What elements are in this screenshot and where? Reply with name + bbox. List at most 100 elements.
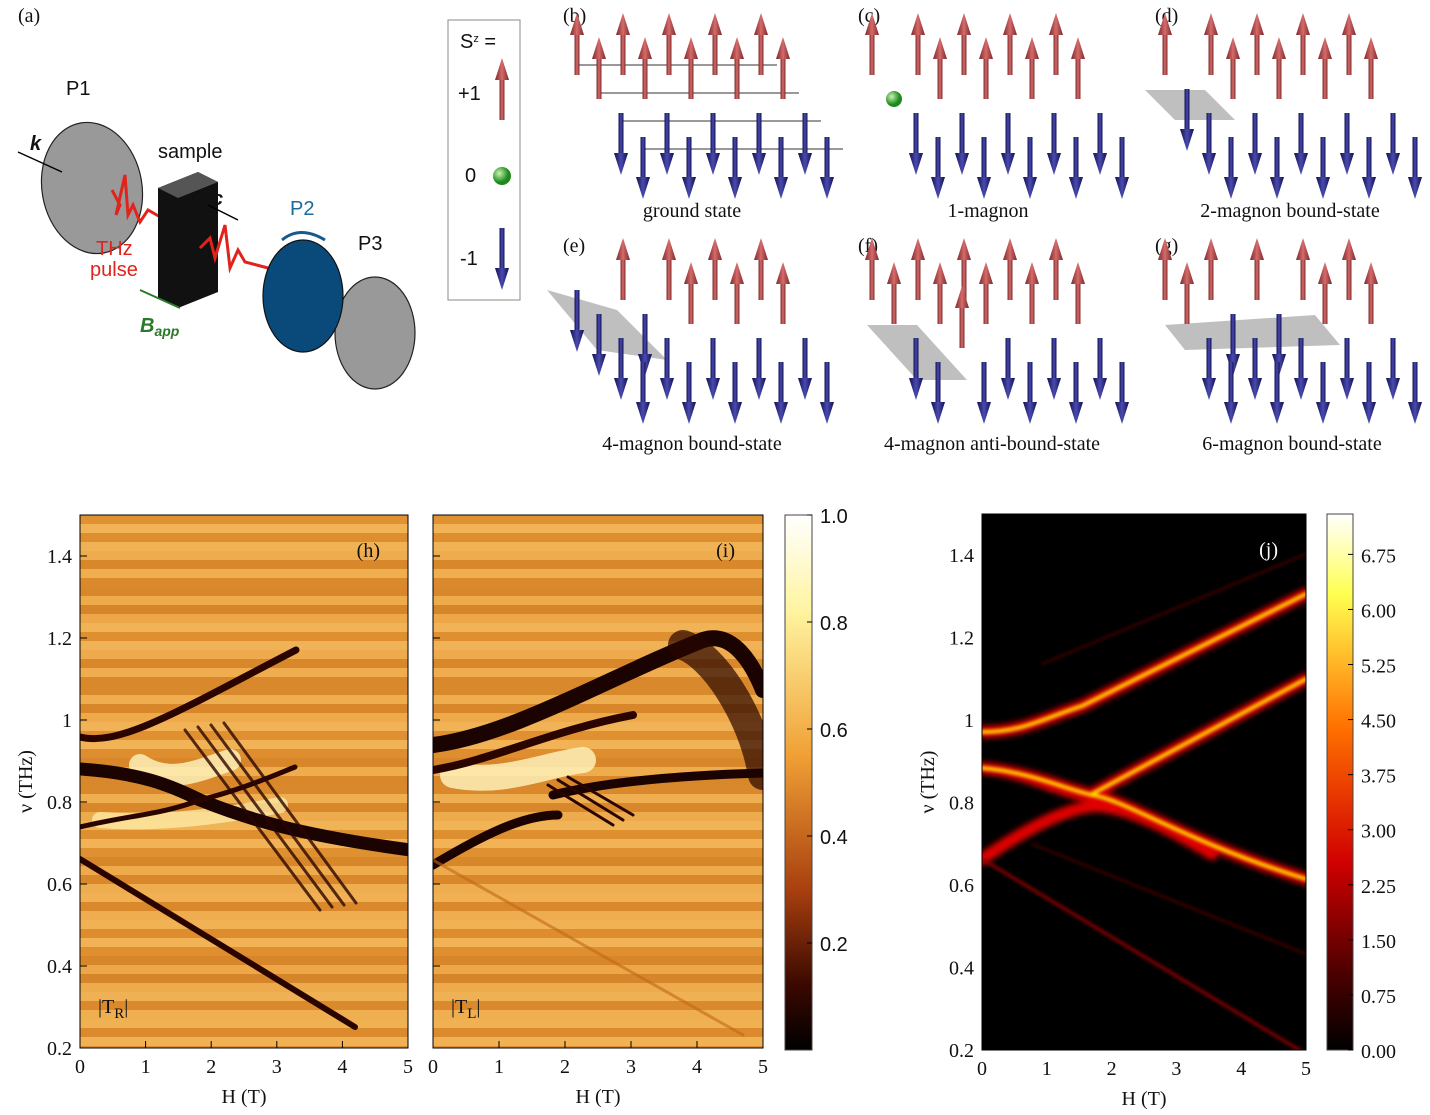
y-tick-label: 0.8 xyxy=(47,792,72,814)
stripe xyxy=(433,839,763,848)
caption: 4-magnon anti-bound-state xyxy=(884,433,1100,455)
caption: 1-magnon xyxy=(947,200,1028,222)
features xyxy=(433,630,763,1037)
plane xyxy=(1145,90,1235,120)
up-spin xyxy=(911,13,925,75)
stripe xyxy=(433,605,763,614)
y-tick-label: 1 xyxy=(964,710,974,732)
stripes xyxy=(80,515,408,1048)
stripe xyxy=(433,929,763,938)
up-spin xyxy=(708,238,722,300)
stripe xyxy=(80,533,408,542)
stripe xyxy=(80,938,408,947)
y-tick-label: 1.2 xyxy=(949,628,974,650)
up-spin xyxy=(776,262,790,324)
stripe xyxy=(80,695,408,704)
stripe xyxy=(433,524,763,533)
stripe xyxy=(80,1037,408,1046)
stripe xyxy=(433,740,763,749)
x-tick-label: 2 xyxy=(206,1056,216,1078)
up-spin xyxy=(1071,262,1085,324)
up-spin xyxy=(708,13,722,75)
plane xyxy=(547,290,667,360)
stripe xyxy=(80,992,408,1001)
panel-label: (i) xyxy=(716,540,735,562)
down-spin xyxy=(820,362,834,424)
plot-frame xyxy=(981,513,1307,1051)
down-spin xyxy=(1069,137,1083,199)
stripe xyxy=(80,605,408,614)
stripe xyxy=(433,623,763,632)
up-spin xyxy=(1025,262,1039,324)
up-spin xyxy=(754,238,768,300)
stripe xyxy=(433,650,763,659)
up-spin xyxy=(887,262,901,324)
features xyxy=(982,553,1306,1050)
y-tick-label: 0.6 xyxy=(949,875,974,897)
down-spin xyxy=(1408,362,1422,424)
s: S xyxy=(460,31,473,53)
stripe xyxy=(80,722,408,731)
down-spin xyxy=(1340,113,1354,175)
stripe xyxy=(80,749,408,758)
x-tick-label: 3 xyxy=(1171,1058,1181,1080)
stripe xyxy=(433,848,763,857)
stripe xyxy=(80,668,408,677)
heatmap-h xyxy=(80,515,408,1048)
up-spin xyxy=(1226,37,1240,99)
down-spin xyxy=(1224,137,1238,199)
caption: 4-magnon bound-state xyxy=(602,433,782,455)
stripe xyxy=(433,803,763,812)
spin-panel: (d) 2-magnon bound-state xyxy=(1145,5,1422,222)
down-spin xyxy=(1001,113,1015,175)
up-spin xyxy=(933,262,947,324)
stripe xyxy=(80,893,408,902)
panel-label: (e) xyxy=(563,235,585,257)
down-spin xyxy=(660,113,674,175)
eq: = xyxy=(479,31,496,53)
x-tick-label: 4 xyxy=(692,1056,702,1078)
inset-part: |T xyxy=(98,996,114,1018)
stripe xyxy=(80,560,408,569)
label-sample: sample xyxy=(158,141,222,163)
down-spin xyxy=(1362,137,1376,199)
down-spin xyxy=(1023,362,1037,424)
caption: ground state xyxy=(643,200,741,222)
down-spin xyxy=(1069,362,1083,424)
up-spin xyxy=(1250,238,1264,300)
up-spin xyxy=(730,37,744,99)
up-spin xyxy=(1342,13,1356,75)
up-spin xyxy=(1296,238,1310,300)
up-spin xyxy=(1364,37,1378,99)
up-spin xyxy=(1272,37,1286,99)
stripe xyxy=(80,947,408,956)
label-p3: P3 xyxy=(358,233,382,255)
thz-pulse xyxy=(198,224,269,274)
stripe xyxy=(433,893,763,902)
y-tick-label: 0.4 xyxy=(949,958,974,980)
stripe xyxy=(80,740,408,749)
stripe xyxy=(80,902,408,911)
y-tick-label: 1.4 xyxy=(949,545,974,567)
up-spin xyxy=(1049,238,1063,300)
arrow xyxy=(139,289,181,309)
legend-entry: 0 xyxy=(465,165,476,187)
arrow xyxy=(17,151,63,173)
x-tick-label: 3 xyxy=(272,1056,282,1078)
panel-label: (j) xyxy=(1259,539,1278,561)
down-spin xyxy=(1386,113,1400,175)
stripe xyxy=(80,524,408,533)
panel-label: (a) xyxy=(18,5,40,27)
stripe xyxy=(433,668,763,677)
stripe xyxy=(80,731,408,740)
down-spin xyxy=(682,137,696,199)
up-spin xyxy=(684,37,698,99)
stripe xyxy=(433,794,763,803)
stripe xyxy=(433,875,763,884)
legend-title: Sz = xyxy=(460,31,496,53)
z: z xyxy=(473,33,479,45)
colorbar-tick-label: 0.4 xyxy=(820,827,848,849)
y-tick-label: 1 xyxy=(62,710,72,732)
stripe xyxy=(80,1010,408,1019)
